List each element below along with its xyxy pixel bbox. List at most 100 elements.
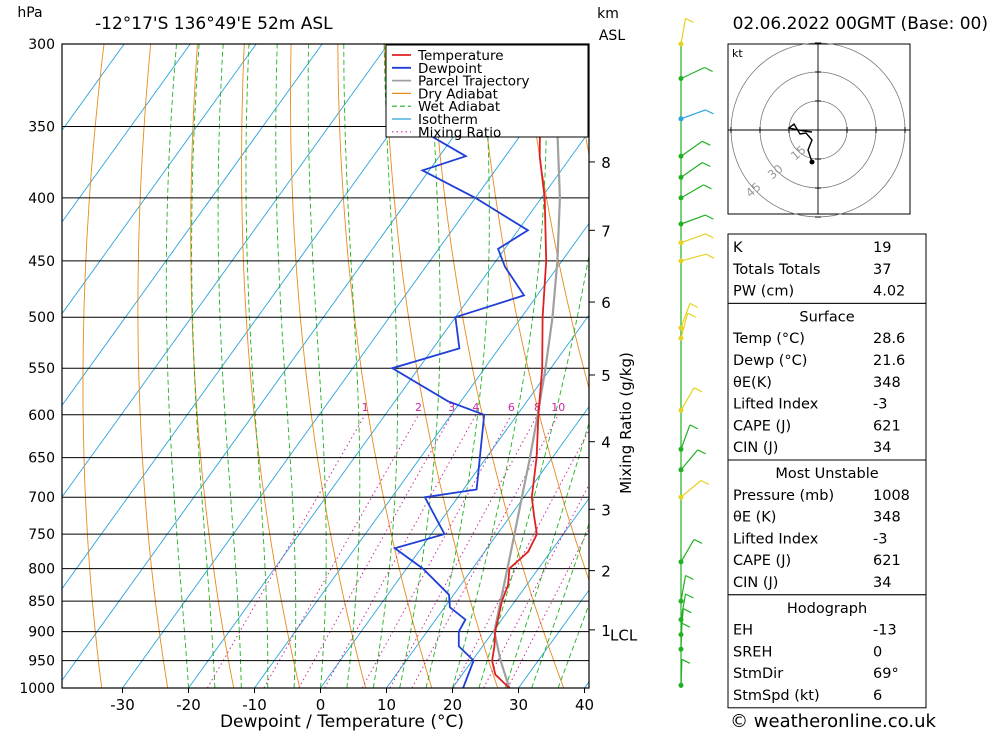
- height-tick-label: 7: [601, 222, 611, 240]
- mixing-ratio-label: 6: [508, 401, 515, 414]
- wind-barb: [681, 141, 702, 156]
- wind-level-dot: [679, 258, 684, 263]
- mixing-ratio-line: [453, 415, 597, 688]
- index-label: CAPE (J): [733, 553, 791, 569]
- index-label: Lifted Index: [733, 531, 819, 547]
- pressure-tick-label: 1000: [19, 681, 55, 697]
- dry-adiabat-line: [525, 44, 696, 688]
- wind-barb-flag: [702, 141, 710, 145]
- dry-adiabat-line: [83, 44, 104, 688]
- mixing-ratio-label: 2: [415, 401, 422, 414]
- wet-adiabat-line: [276, 44, 296, 688]
- wind-level-dot: [679, 559, 684, 564]
- wind-level-dot: [679, 495, 684, 500]
- wind-barb-flag: [705, 234, 713, 238]
- index-value: 0: [873, 644, 882, 660]
- wind-barb-flag: [686, 594, 694, 598]
- wind-barb-flag: [688, 313, 696, 317]
- wind-barb-flag: [705, 110, 713, 114]
- dry-adiabat-line: [138, 44, 168, 688]
- wind-barb: [681, 110, 705, 119]
- wind-barb: [681, 303, 690, 327]
- isotherm-line: [0, 44, 454, 688]
- x-tick-label: -30: [110, 696, 135, 714]
- wind-barb-flag: [686, 18, 694, 22]
- index-label: Lifted Index: [733, 397, 819, 413]
- index-value: 1008: [873, 488, 910, 504]
- index-label: K: [733, 240, 743, 256]
- index-label: θE (K): [733, 510, 776, 526]
- asl-label: ASL: [599, 28, 625, 44]
- hodograph-unit: kt: [732, 47, 743, 60]
- dry-adiabat-line: [946, 44, 1000, 688]
- index-value: 4.02: [873, 284, 905, 300]
- index-label: Dewp (°C): [733, 353, 807, 369]
- isotherm-line: [321, 44, 785, 688]
- pressure-tick-label: 450: [28, 254, 55, 270]
- index-value: 6: [873, 688, 882, 704]
- wet-adiabat-line: [505, 44, 677, 688]
- mixing-ratio-label: 1: [362, 401, 369, 414]
- wet-adiabat-line: [218, 44, 241, 688]
- pressure-tick-label: 750: [28, 527, 55, 543]
- wind-barb: [681, 68, 705, 79]
- height-tick-label: 6: [601, 294, 611, 312]
- wind-barb-flag: [706, 254, 714, 258]
- mixing-ratio-axis-label: Mixing Ratio (g/kg): [617, 352, 635, 494]
- index-value: 37: [873, 262, 891, 278]
- credit: © weatheronline.co.uk: [730, 711, 936, 732]
- index-value: -3: [873, 531, 887, 547]
- mixing-ratio-line: [207, 415, 365, 688]
- pressure-tick-label: 650: [28, 451, 55, 467]
- wind-level-dot: [679, 408, 684, 413]
- wind-barb-flag: [698, 450, 706, 454]
- pressure-tick-label: 600: [28, 408, 55, 424]
- index-label: PW (cm): [733, 284, 794, 300]
- table-section-title: Surface: [799, 309, 854, 325]
- dry-adiabat-line: [993, 44, 1000, 688]
- wet-adiabat-line: [192, 44, 215, 688]
- index-label: Pressure (mb): [733, 488, 834, 504]
- wind-barb: [681, 539, 694, 562]
- wind-level-dot: [679, 647, 684, 652]
- index-value: 621: [873, 553, 901, 569]
- wind-profile: [679, 18, 715, 688]
- index-value: 621: [873, 418, 901, 434]
- wind-barb: [681, 388, 694, 411]
- wind-level-dot: [679, 76, 684, 81]
- height-tick-label: 5: [601, 367, 611, 385]
- wind-barb-flag: [686, 576, 694, 580]
- lcl-label: LCL: [610, 627, 638, 645]
- pressure-tick-label: 400: [28, 191, 55, 207]
- wind-level-dot: [679, 599, 684, 604]
- pressure-tick-label: 300: [28, 37, 55, 53]
- wind-barb-flag: [690, 425, 698, 429]
- wind-barb-flag: [682, 623, 690, 627]
- x-tick-label: 40: [575, 696, 594, 714]
- wet-adiabat-line: [373, 44, 397, 688]
- index-label: Temp (°C): [732, 331, 805, 347]
- pressure-tick-label: 800: [28, 562, 55, 578]
- pressure-tick-label: 550: [28, 361, 55, 377]
- height-tick-label: 2: [601, 563, 611, 581]
- wind-level-dot: [679, 336, 684, 341]
- index-value: 28.6: [873, 331, 905, 347]
- wind-barb: [681, 215, 705, 224]
- index-value: 34: [873, 575, 891, 591]
- index-label: CAPE (J): [733, 418, 791, 434]
- x-tick-label: 30: [509, 696, 528, 714]
- wind-level-dot: [679, 222, 684, 227]
- km-label: km: [597, 6, 619, 22]
- pressure-tick-label: 700: [28, 490, 55, 506]
- wind-barb: [681, 450, 698, 470]
- index-label: StmDir: [733, 666, 783, 682]
- index-label: StmSpd (kt): [733, 688, 820, 704]
- wind-barb: [681, 481, 701, 498]
- index-value: 69°: [873, 666, 899, 682]
- hpa-label: hPa: [17, 5, 42, 21]
- pressure-tick-label: 850: [28, 594, 55, 610]
- dry-adiabat-line: [191, 44, 234, 688]
